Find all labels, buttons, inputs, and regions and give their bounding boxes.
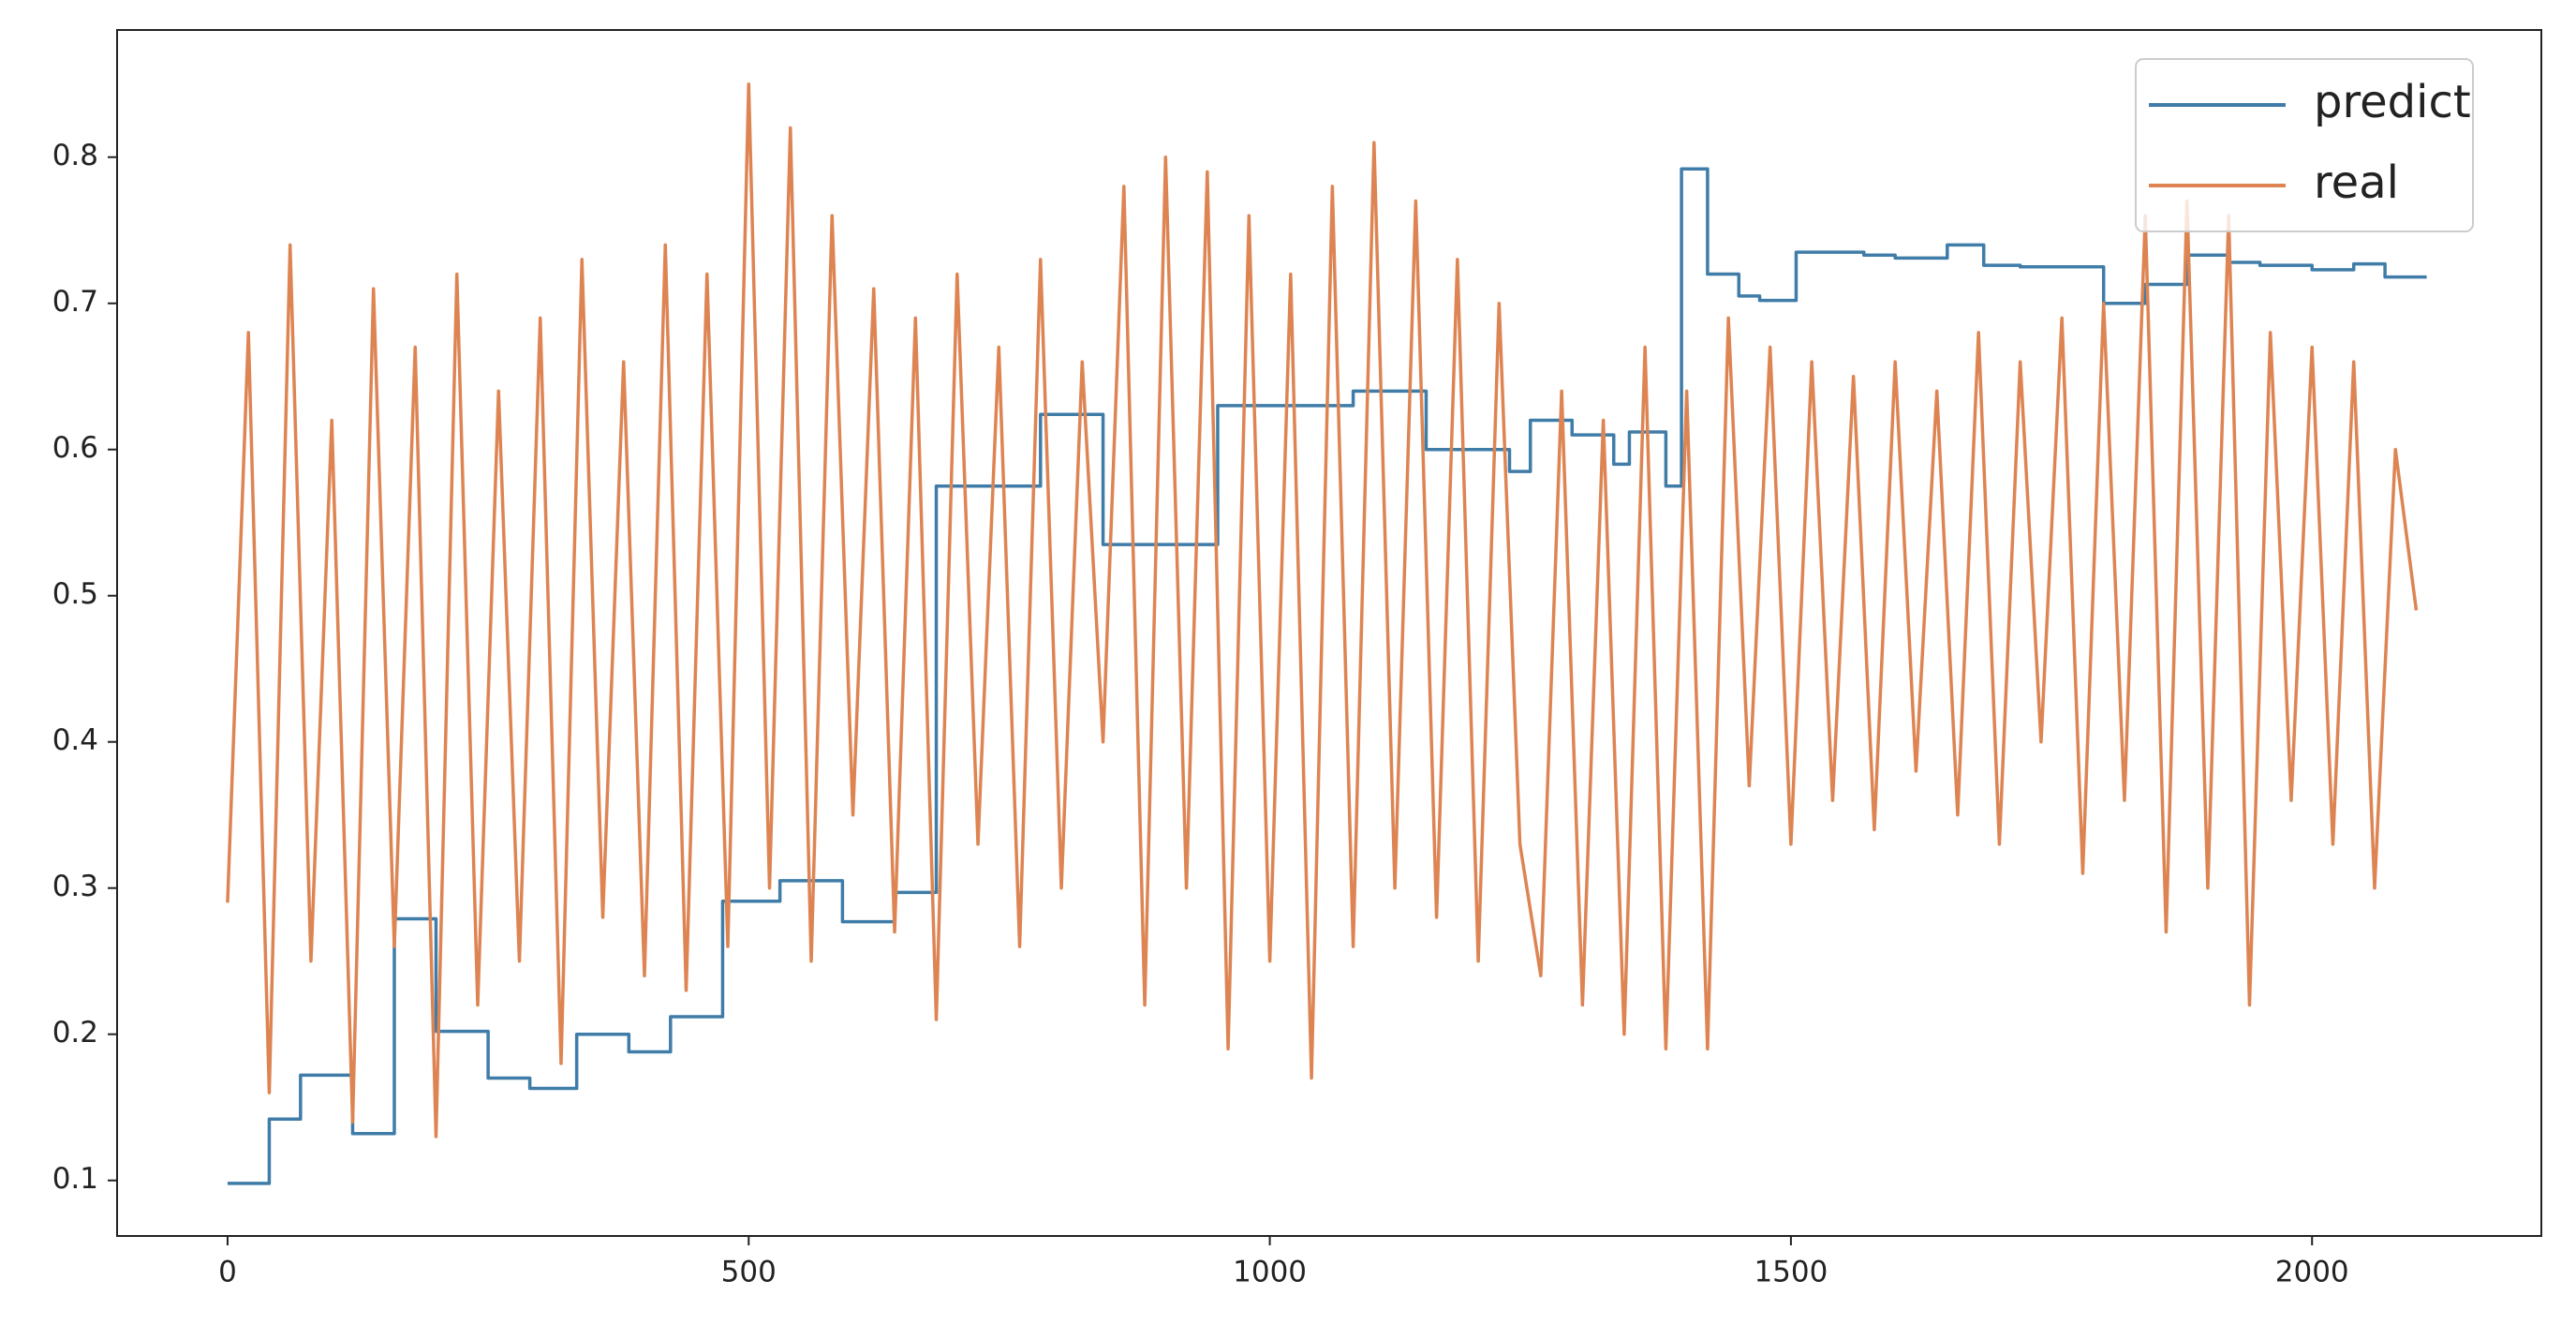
x-tick-label: 2000 xyxy=(2275,1256,2349,1289)
y-tick-label: 0.5 xyxy=(52,577,98,611)
x-tick-label: 0 xyxy=(218,1256,237,1289)
y-tick-label: 0.1 xyxy=(52,1162,98,1196)
legend-label: real xyxy=(2314,156,2399,209)
y-tick-label: 0.2 xyxy=(52,1016,98,1050)
data-line xyxy=(227,167,2427,1185)
y-tick-label: 0.7 xyxy=(52,285,98,319)
x-tick-label: 1000 xyxy=(1233,1256,1307,1289)
plot-frame xyxy=(116,29,2542,1237)
y-tick-label: 0.4 xyxy=(52,723,98,757)
data-line xyxy=(226,82,2419,1139)
y-tick-label: 0.3 xyxy=(52,870,98,903)
y-tick-label: 0.8 xyxy=(52,139,98,172)
legend-label: predict xyxy=(2314,76,2471,128)
plot-lines xyxy=(226,82,2427,1185)
x-tick-label: 1500 xyxy=(1754,1256,1828,1289)
x-tick-label: 500 xyxy=(721,1256,777,1289)
legend-box xyxy=(2135,58,2474,232)
y-tick-label: 0.6 xyxy=(52,431,98,465)
